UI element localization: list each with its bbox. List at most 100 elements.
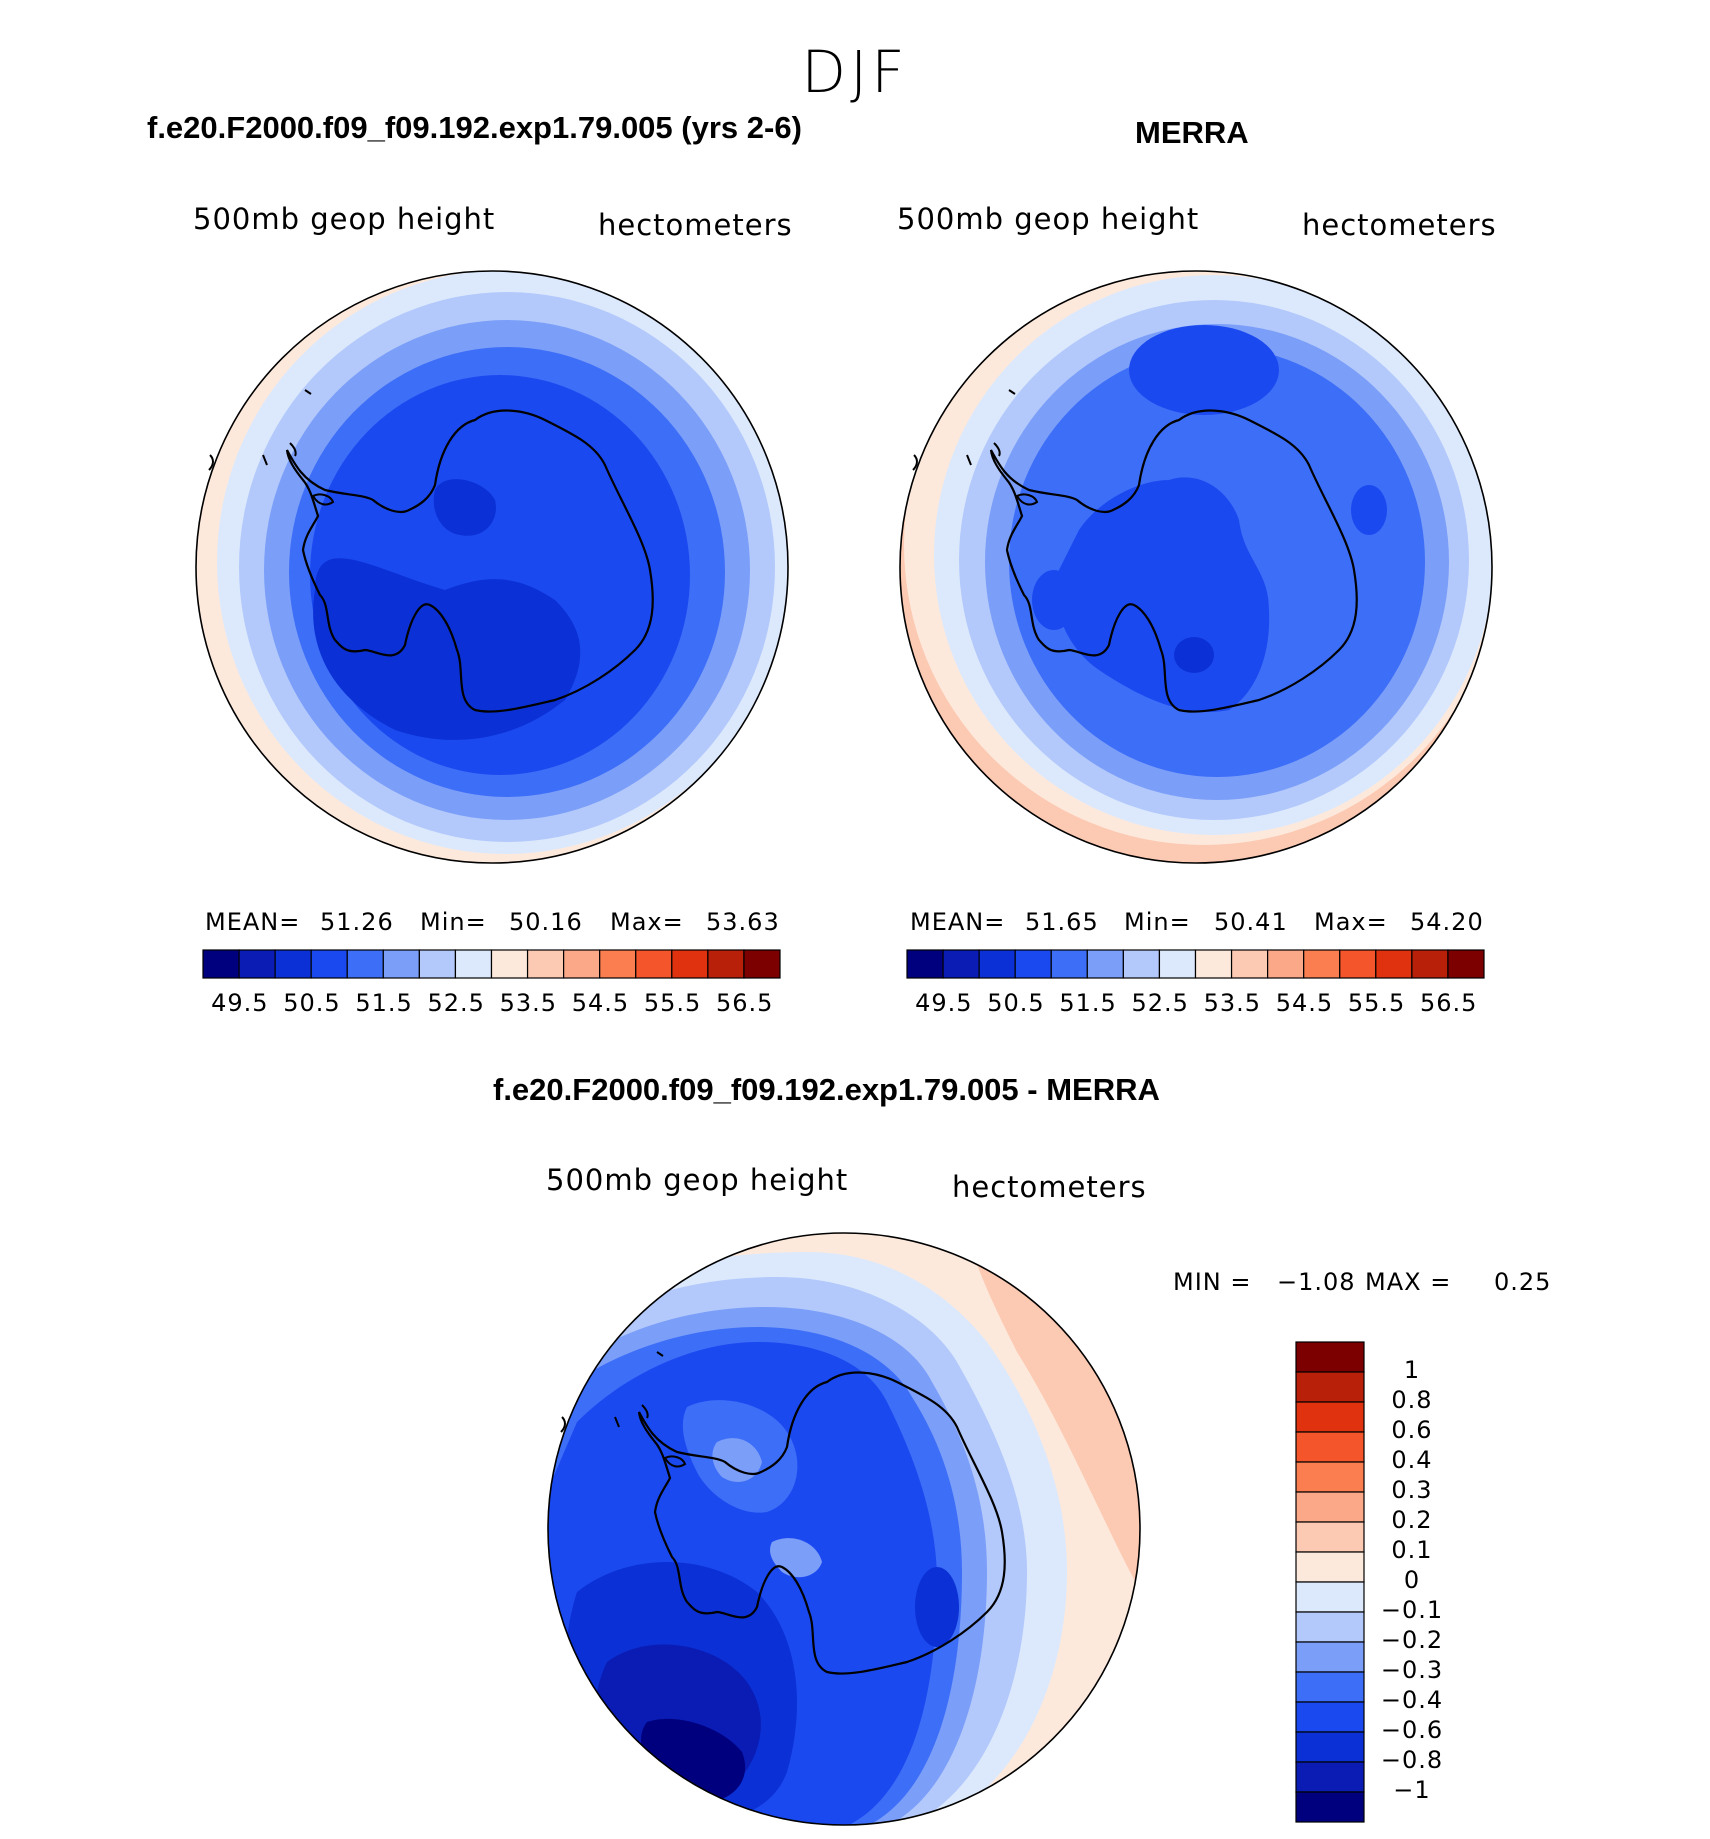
colorbar-swatch (382, 949, 420, 979)
colorbar-tick-label: 49.5 (211, 989, 269, 1017)
colorbar-tick-label: 50.5 (283, 989, 341, 1017)
colorbar-tick-label: −0.8 (1380, 1746, 1444, 1774)
stats-max-label-diff: MAX = (1365, 1268, 1452, 1296)
polar-map-diff (547, 1232, 1141, 1826)
colorbar-swatch (1295, 1671, 1365, 1703)
colorbar-swatch (1295, 1401, 1365, 1433)
variable-label-merra: 500mb geop height (897, 202, 1200, 236)
colorbar-tick-label: 55.5 (1347, 989, 1406, 1017)
colorbar-tick-label: 56.5 (1419, 989, 1478, 1017)
colorbar-swatch (1339, 949, 1377, 979)
colorbar-swatch (1050, 949, 1088, 979)
colorbar-tick-label: −0.3 (1380, 1656, 1444, 1684)
colorbar-swatch (1295, 1611, 1365, 1643)
colorbar-swatch (1295, 1371, 1365, 1403)
stats-min-label-diff: MIN = (1173, 1268, 1252, 1296)
stats-min-label-merra: Min= (1124, 908, 1191, 936)
colorbar-swatch (1230, 949, 1269, 979)
colorbar-tick-label: 51.5 (1059, 989, 1117, 1017)
colorbar-swatch (1303, 949, 1341, 979)
colorbar-swatch (1295, 1731, 1365, 1763)
colorbar-tick-label: 0.3 (1391, 1476, 1433, 1504)
colorbar-swatch (1295, 1551, 1365, 1583)
colorbar-swatch (671, 949, 709, 979)
colorbar-swatch (707, 949, 745, 979)
colorbar-tick-label: 55.5 (643, 989, 702, 1017)
colorbar-tick-label: 54.5 (571, 989, 630, 1017)
colorbar-swatch (274, 949, 312, 979)
colorbar-swatch (1295, 1641, 1365, 1673)
colorbar-swatch (942, 949, 980, 979)
stats-mean-model: 51.26 (320, 908, 394, 936)
colorbar-swatch (1295, 1701, 1365, 1733)
colorbar-swatch (1295, 1341, 1365, 1373)
units-label-merra: hectometers (1302, 208, 1497, 242)
colorbar-tick-label: 52.5 (1131, 989, 1189, 1017)
colorbar-tick-label: 0.8 (1391, 1386, 1433, 1414)
colorbar-swatch (1014, 949, 1052, 979)
stats-max-label-merra: Max= (1314, 908, 1388, 936)
colorbar-tick-label: 52.5 (427, 989, 485, 1017)
stats-max-model: 53.63 (706, 908, 780, 936)
stats-mean-label-model: MEAN= (205, 908, 301, 936)
stats-max-merra: 54.20 (1410, 908, 1484, 936)
colorbar-swatch (563, 949, 601, 979)
stats-min-merra: 50.41 (1214, 908, 1288, 936)
colorbar-swatch (1086, 949, 1124, 979)
colorbar-tick-label: 53.5 (499, 989, 557, 1017)
colorbar-swatch (1194, 949, 1233, 979)
colorbar-swatch (454, 949, 493, 979)
panel-title-merra: MERRA (1135, 115, 1249, 150)
colorbar-merra (906, 949, 1485, 979)
colorbar-swatch (346, 949, 384, 979)
colorbar-tick-label: 53.5 (1203, 989, 1261, 1017)
colorbar-model (202, 949, 781, 979)
colorbar-swatch (310, 949, 348, 979)
variable-label-model: 500mb geop height (193, 202, 496, 236)
colorbar-swatch (1411, 949, 1449, 979)
colorbar-swatch (238, 949, 276, 979)
panel-title-model: f.e20.F2000.f09_f09.192.exp1.79.005 (yrs… (147, 110, 802, 145)
stats-max-diff: 0.25 (1494, 1268, 1552, 1296)
colorbar-tick-label: 0 (1403, 1566, 1421, 1594)
colorbar-swatch (1295, 1791, 1365, 1823)
variable-label-diff: 500mb geop height (546, 1163, 849, 1197)
polar-map-merra (899, 270, 1493, 864)
stats-max-label-model: Max= (610, 908, 684, 936)
colorbar-tick-label: −0.6 (1380, 1716, 1444, 1744)
colorbar-swatch (1375, 949, 1413, 979)
colorbar-swatch (1295, 1761, 1365, 1793)
colorbar-tick-label: 0.4 (1391, 1446, 1433, 1474)
colorbar-swatch (1295, 1431, 1365, 1463)
colorbar-swatch (978, 949, 1016, 979)
colorbar-swatch (202, 949, 240, 979)
colorbar-tick-label: 51.5 (355, 989, 413, 1017)
polar-map-model (195, 270, 789, 864)
colorbar-diff (1295, 1341, 1365, 1823)
colorbar-tick-label: 50.5 (987, 989, 1045, 1017)
stats-mean-merra: 51.65 (1025, 908, 1099, 936)
colorbar-swatch (526, 949, 565, 979)
stats-min-model: 50.16 (509, 908, 583, 936)
colorbar-swatch (1122, 949, 1161, 979)
colorbar-swatch (1295, 1461, 1365, 1493)
stats-min-diff: −1.08 (1277, 1268, 1356, 1296)
colorbar-swatch (490, 949, 529, 979)
colorbar-tick-label: −0.4 (1380, 1686, 1444, 1714)
units-label-diff: hectometers (952, 1170, 1147, 1204)
colorbar-swatch (418, 949, 457, 979)
colorbar-tick-label: 1 (1403, 1356, 1421, 1384)
panel-title-diff: f.e20.F2000.f09_f09.192.exp1.79.005 - ME… (493, 1072, 1160, 1107)
colorbar-swatch (599, 949, 637, 979)
colorbar-swatch (1158, 949, 1197, 979)
units-label-model: hectometers (598, 208, 793, 242)
colorbar-swatch (906, 949, 944, 979)
colorbar-swatch (1295, 1581, 1365, 1613)
colorbar-swatch (743, 949, 781, 979)
colorbar-tick-label: 49.5 (915, 989, 973, 1017)
colorbar-swatch (1267, 949, 1305, 979)
colorbar-swatch (635, 949, 673, 979)
colorbar-tick-label: 54.5 (1275, 989, 1334, 1017)
stats-min-label-model: Min= (420, 908, 487, 936)
figure-title: DJF (801, 38, 909, 106)
